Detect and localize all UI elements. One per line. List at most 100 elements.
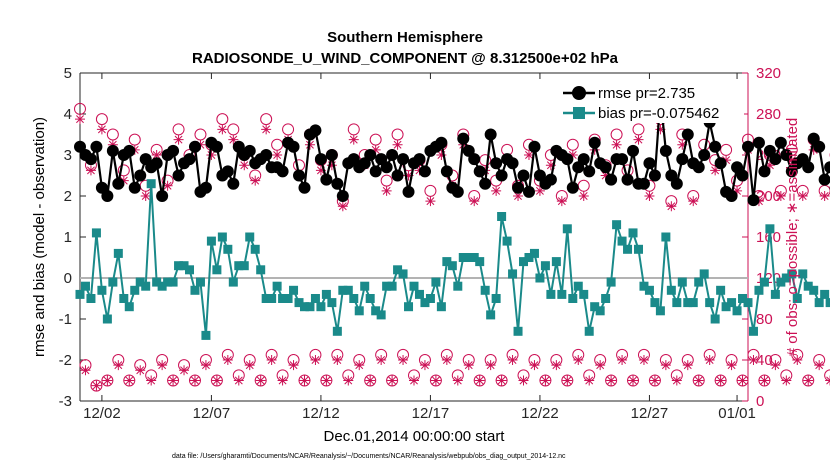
assimilated-point (600, 170, 611, 181)
assimilated-point (803, 375, 814, 386)
rmse-point (528, 140, 541, 153)
possible-point (178, 359, 191, 372)
possible-point (347, 123, 360, 136)
bias-point (206, 236, 216, 246)
possible-point (583, 369, 596, 382)
assimilated-point (513, 191, 524, 201)
possible-point (769, 354, 782, 366)
bias-point (699, 269, 709, 279)
bias-point (250, 244, 260, 254)
bias-point (770, 289, 780, 299)
bias-point (809, 285, 819, 295)
bias-point (453, 281, 463, 291)
possible-point (813, 354, 826, 366)
possible-point (145, 369, 158, 382)
bias-point (228, 277, 238, 287)
rmse-point (506, 157, 519, 170)
rmse-point (802, 161, 815, 174)
assimilated-point (677, 139, 688, 150)
rmse-point (670, 177, 683, 190)
possible-point (555, 190, 568, 202)
x-tick-label: 12/12 (302, 405, 340, 422)
bias-point (185, 265, 195, 275)
legend-rmse-label: rmse pr=2.735 (598, 85, 695, 102)
rmse-point (758, 165, 771, 178)
bias-point (595, 306, 605, 316)
assimilated-point (217, 124, 228, 135)
bias-point (141, 281, 151, 291)
possible-point (380, 174, 393, 187)
rmse-point (473, 165, 486, 178)
rmse-point (418, 165, 431, 178)
assimilated-point (710, 165, 721, 176)
possible-point (134, 359, 147, 372)
bias-point (497, 212, 507, 221)
possible-point (161, 174, 174, 187)
bias-point (612, 220, 622, 230)
possible-point (342, 369, 355, 382)
bias-point (464, 253, 474, 262)
bias-point (705, 298, 715, 308)
legend-bias-label: bias pr=-0.075462 (598, 105, 719, 122)
possible-point (670, 369, 683, 382)
bias-point (261, 294, 271, 303)
rmse-point (386, 149, 399, 161)
possible-point (506, 348, 519, 361)
bias-point (420, 298, 430, 308)
rmse-point (714, 157, 727, 170)
bias-point (568, 294, 578, 303)
assimilated-point (425, 196, 436, 207)
possible-point (249, 169, 262, 182)
rmse-point (583, 165, 596, 178)
assimilated-point (491, 185, 502, 196)
bias-point (442, 257, 452, 267)
bias-point (579, 289, 589, 299)
possible-point (687, 190, 700, 202)
bias-point (354, 306, 364, 316)
rmse-point (484, 128, 497, 141)
bias-point (404, 302, 414, 312)
rmse-point (325, 149, 338, 161)
rmse-point (490, 157, 503, 170)
rmse-point (150, 157, 163, 170)
bias-point (458, 253, 468, 262)
bias-point (606, 277, 616, 287)
bias-point (825, 298, 830, 308)
bias-point (540, 261, 550, 271)
rmse-point (813, 140, 826, 153)
rmse-point (599, 161, 612, 174)
bias-point (86, 294, 96, 303)
x-tick-label: 12/17 (412, 405, 450, 422)
assimilated-point (326, 160, 337, 171)
assimilated-point (567, 150, 578, 160)
bias-point (272, 281, 282, 291)
bias-point (469, 253, 479, 262)
assimilated-point (655, 124, 666, 135)
bias-point (327, 298, 337, 308)
possible-point (774, 184, 787, 197)
possible-point (375, 348, 388, 361)
rmse-point (210, 140, 223, 153)
rmse-point (725, 190, 738, 202)
bias-point (398, 269, 408, 279)
assimilated-point (96, 124, 107, 135)
bias-point (529, 248, 539, 258)
y-tick-label-right: 0 (756, 393, 764, 410)
possible-point (517, 369, 530, 382)
bias-point (519, 257, 529, 267)
assimilated-point (211, 375, 222, 386)
rmse-point (293, 169, 306, 182)
assimilated-point (370, 144, 381, 155)
rmse-point (752, 136, 765, 149)
assimilated-point (365, 375, 376, 386)
rmse-point (183, 153, 196, 166)
y-axis-left-label: rmse and bias (model - observation) (31, 117, 48, 357)
possible-point (429, 374, 442, 387)
bias-point (371, 306, 381, 316)
bias-point (409, 281, 419, 291)
bias-point (633, 244, 643, 254)
possible-point (791, 348, 804, 361)
assimilated-point (91, 380, 102, 391)
bias-point (628, 228, 638, 238)
